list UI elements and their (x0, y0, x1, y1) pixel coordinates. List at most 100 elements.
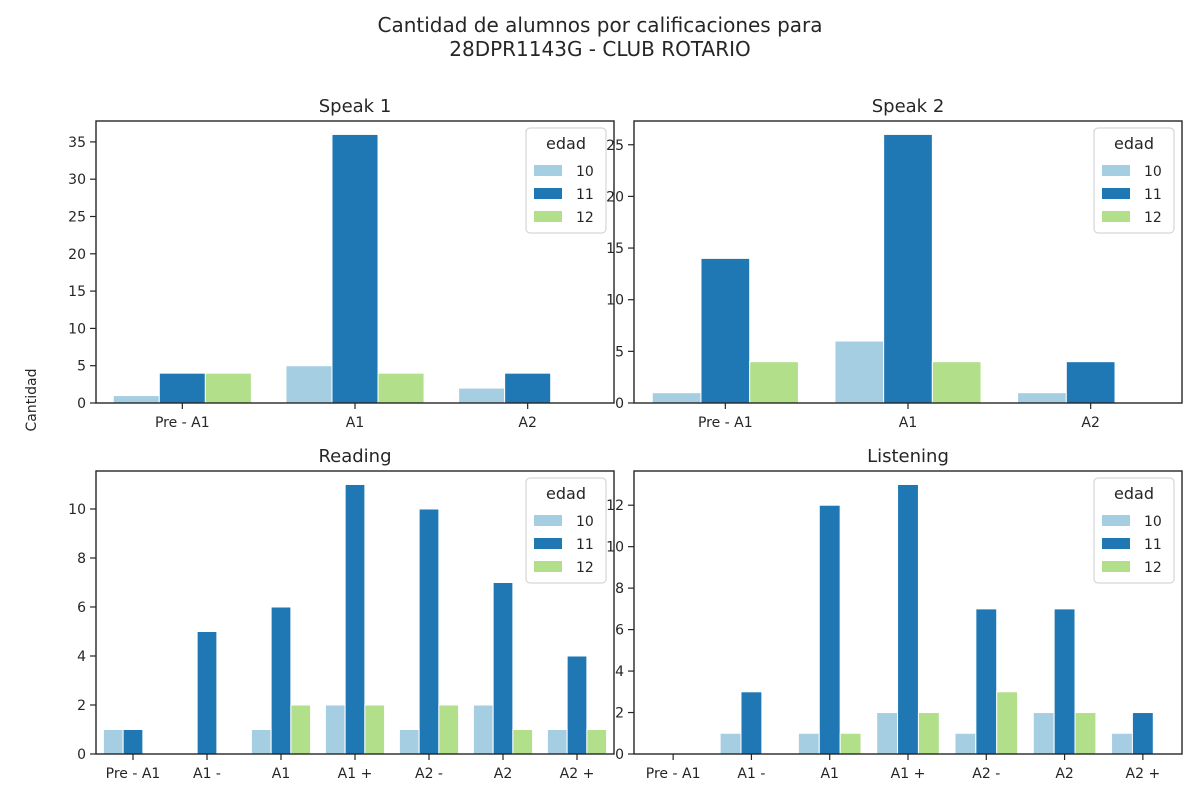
bar (331, 133, 379, 404)
bar (158, 372, 206, 404)
x-tick-label: A1 (272, 766, 290, 782)
bar (270, 606, 292, 755)
bar (651, 392, 702, 404)
bar (546, 728, 568, 755)
x-tick-label: Pre - A1 (698, 415, 753, 431)
y-tick-label: 5 (615, 344, 624, 360)
y-tick-label: 10 (68, 502, 86, 518)
y-tick-label: 25 (606, 138, 624, 154)
legend-title: edad (1114, 134, 1154, 153)
bar (196, 630, 218, 755)
legend-label: 11 (576, 537, 594, 553)
legend-title: edad (1114, 484, 1154, 503)
bar (586, 728, 608, 755)
y-tick-label: 25 (68, 209, 86, 225)
legend-swatch (1102, 188, 1130, 199)
bar (1111, 732, 1133, 755)
bar (1065, 361, 1116, 404)
x-tick-label: Pre - A1 (106, 766, 161, 782)
legend-title: edad (546, 134, 586, 153)
axes-frame (95, 470, 615, 755)
bar (1131, 712, 1154, 755)
subplot-title: Speak 2 (872, 96, 945, 117)
bar (458, 387, 506, 404)
legend: edad 10 11 12 (1093, 127, 1175, 234)
bar (883, 133, 933, 404)
x-tick-label: A1 + (338, 766, 373, 782)
x-tick-label: A1 (899, 415, 917, 431)
bar (102, 728, 124, 755)
y-tick-label: 0 (77, 396, 86, 412)
bar (438, 704, 460, 755)
y-tick-label: 10 (606, 540, 624, 556)
legend-title: edad (546, 484, 586, 503)
bar (398, 728, 420, 755)
y-tick-label: 0 (77, 747, 86, 763)
figure-title-line1: Cantidad de alumnos por calificaciones p… (377, 13, 823, 37)
x-tick-label: A2 - (972, 766, 1000, 782)
legend-swatch (534, 211, 562, 222)
bar (719, 732, 742, 755)
x-tick-label: A2 (1055, 766, 1073, 782)
bar (1053, 608, 1076, 755)
legend-label: 11 (576, 187, 594, 203)
legend: edad 10 11 12 (1093, 477, 1175, 584)
y-tick-label: 6 (615, 623, 624, 639)
bar (377, 372, 425, 404)
figure-title-line2: 28DPR1143G - CLUB ROTARIO (449, 37, 751, 61)
legend: edad 10 11 12 (525, 127, 607, 234)
bar (250, 728, 272, 755)
bar (975, 608, 998, 755)
subplot-reading: Reading 0 2 4 6 8 10 Pre - A1 A1 - A1 A1 + A2 - A2 A2… (68, 446, 615, 782)
subplot-title: Reading (318, 446, 391, 467)
legend-label: 10 (1144, 164, 1162, 180)
legend-box (525, 477, 607, 584)
legend-swatch (1102, 561, 1130, 572)
bar (931, 361, 982, 404)
bar (418, 508, 440, 755)
legend-label: 12 (576, 210, 594, 226)
axes-frame (633, 120, 1183, 404)
y-tick-label: 15 (606, 241, 624, 257)
y-tick-label: 30 (68, 172, 86, 188)
bar (112, 395, 160, 404)
legend: edad 10 11 12 (525, 477, 607, 584)
bar (492, 581, 514, 755)
legend-swatch (534, 538, 562, 549)
bar (839, 732, 862, 755)
y-tick-label: 6 (77, 600, 86, 616)
bar (700, 257, 751, 404)
bar (364, 704, 386, 755)
bar (1074, 712, 1097, 755)
y-tick-label: 15 (68, 284, 86, 300)
legend-label: 10 (576, 514, 594, 530)
subplot-listening: Listening 0 2 4 6 8 10 12 Pre - A1 A1 - A1 A1 + A2 -… (606, 446, 1183, 782)
legend-swatch (1102, 211, 1130, 222)
bar (876, 712, 899, 755)
bar (290, 704, 312, 755)
bar (917, 712, 940, 755)
x-tick-label: A1 + (891, 766, 926, 782)
bar (512, 728, 534, 755)
legend-swatch (1102, 515, 1130, 526)
x-tick-label: A2 (1081, 415, 1099, 431)
legend-label: 11 (1144, 187, 1162, 203)
axes-frame (633, 470, 1183, 755)
subplot-title: Speak 1 (319, 96, 392, 117)
subplot-speak-1: Speak 1 0 5 10 15 20 25 30 35 Pre - A1 A1 A2 edad 10 1… (68, 96, 615, 431)
legend-swatch (534, 561, 562, 572)
bar (566, 655, 588, 755)
bar (344, 483, 366, 755)
bar (285, 365, 333, 404)
x-tick-label: A2 + (1126, 766, 1161, 782)
legend-swatch (1102, 538, 1130, 549)
legend-box (525, 127, 607, 234)
legend-swatch (534, 188, 562, 199)
x-tick-label: A1 (346, 415, 364, 431)
bar (1032, 712, 1055, 755)
x-tick-label: A1 - (193, 766, 221, 782)
y-tick-label: 5 (77, 359, 86, 375)
y-tick-label: 8 (615, 581, 624, 597)
bar (122, 728, 144, 755)
